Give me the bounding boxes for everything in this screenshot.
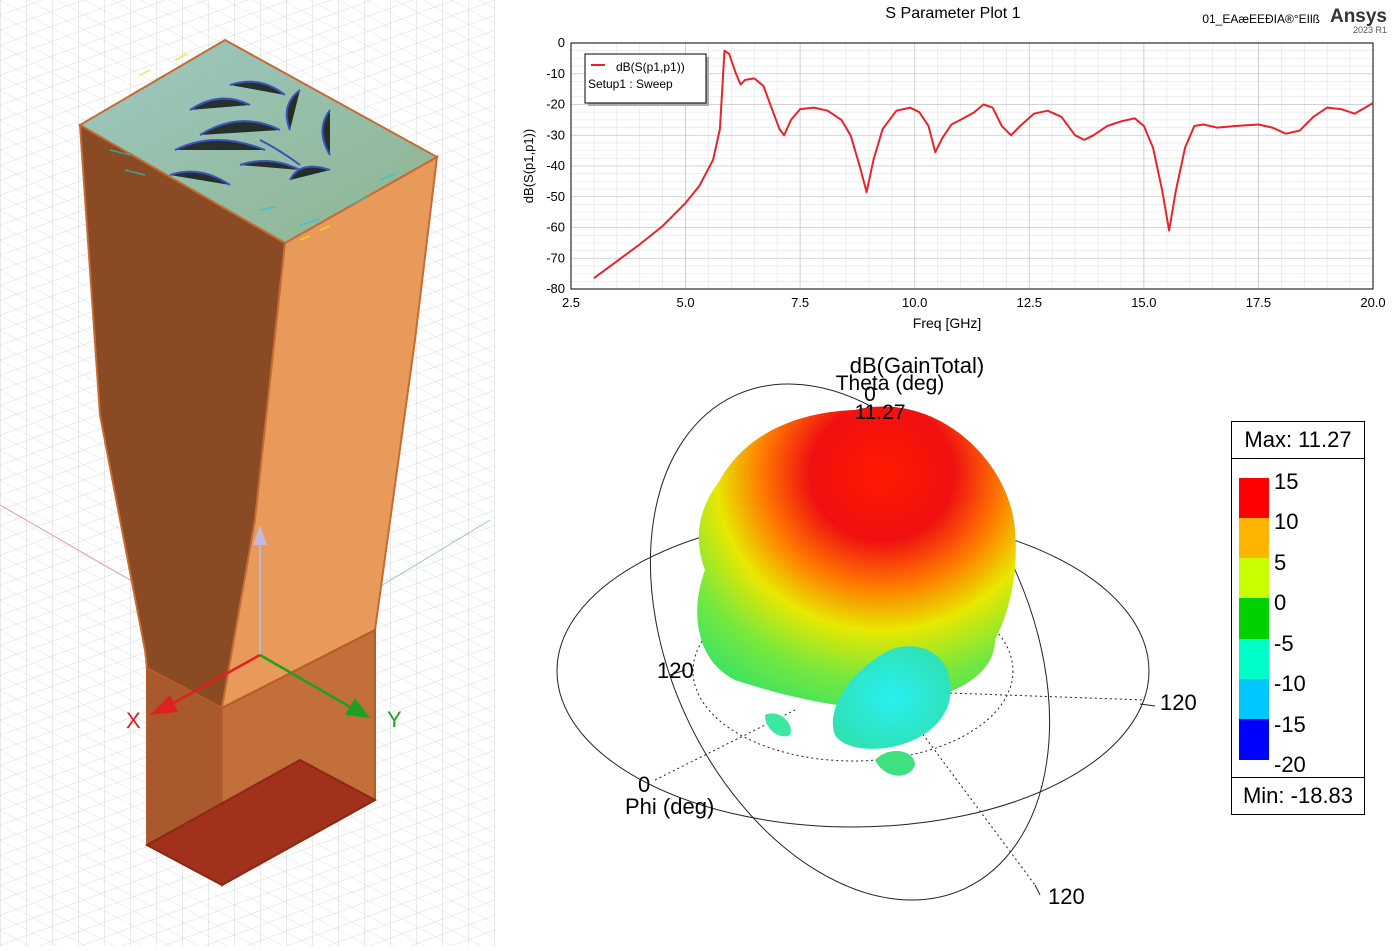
y-axis-label: Y [387,707,402,732]
colorbar-swatch-3 [1239,558,1269,598]
y-axis-arrow [345,698,370,718]
radiation-pattern-view[interactable]: dB(GainTotal) Theta (deg) 0 11.27 120 12… [495,340,1395,946]
colorbar-max: Max: 11.27 [1232,422,1364,459]
waveguide-port-face [144,758,378,887]
ring-ticks [669,669,1156,896]
s-parameter-chart[interactable]: S Parameter Plot 1 01_EAæEEÐIA®°EIlß Ans… [495,0,1395,340]
main-lobe [697,406,1016,709]
y-tick-label: 0 [558,35,565,50]
colorbar-tick: 5 [1274,550,1287,575]
brand-version: 2023 R1 [1353,25,1387,35]
x-axis-title: Freq [GHz] [913,315,981,331]
y-tick-label: -40 [546,158,565,173]
side-lobe [765,713,791,737]
chart-series [593,49,1374,280]
y-tick-label: -70 [546,250,565,265]
colorbar-tick: 15 [1274,469,1299,494]
y-tick-label: -50 [546,189,565,204]
geometry-view[interactable]: X Y [0,0,495,946]
x-tick-label: 2.5 [562,295,580,310]
radiation-pattern-canvas[interactable]: dB(GainTotal) Theta (deg) 0 11.27 120 12… [495,340,1395,946]
phi-zero-label: 0 [638,772,650,797]
back-lobe-lower [875,750,915,776]
x-tick-label: 12.5 [1017,295,1042,310]
x-axis-label: X [126,708,141,733]
x-tick-label: 10.0 [902,295,927,310]
y-tick-label: -60 [546,220,565,235]
horn-antenna[interactable] [78,38,440,887]
colorbar-tick: 10 [1274,509,1299,534]
y-tick-label: -20 [546,97,565,112]
series-line-s11 [593,49,1374,280]
y-tick-label: -30 [546,127,565,142]
x-axis-line [169,653,261,707]
colorbar-swatch-7 [1239,719,1269,760]
colorbar-tick: -15 [1274,712,1306,737]
coordinate-axes: X Y [126,525,402,733]
field-vectors [169,80,331,186]
x-tick-label: 7.5 [791,295,809,310]
field-vectors-strong [139,53,331,241]
ring-label-right: 120 [1160,690,1197,715]
gain-lobe [697,406,1016,776]
y-axis-title: dB(S(p1,p1)) [521,129,536,203]
colorbar-tick: -5 [1274,631,1294,656]
gain-colorbar[interactable]: Max: 11.27 15 10 5 0 -5 -10 -15 -20 Min:… [1231,421,1365,815]
ring-label-left: 120 [657,658,694,683]
colorbar-swatch-5 [1239,639,1269,679]
brand-logo: Ansys [1330,6,1387,27]
geometry-canvas[interactable]: X Y [0,0,495,946]
y-tick-label: -10 [546,66,565,81]
horn-aperture [78,38,440,245]
colorbar-swatch-6 [1239,679,1269,719]
colorbar-tick: -20 [1274,752,1306,777]
colorbar-swatch-4 [1239,598,1269,639]
legend-trace-label: dB(S(p1,p1)) [616,60,685,74]
chart-title: S Parameter Plot 1 [885,5,1020,22]
theta-axis-label: Theta (deg) [836,372,945,395]
legend-setup-label: Setup1 : Sweep [588,77,673,91]
x-tick-label: 17.5 [1246,295,1271,310]
colorbar-min: Min: -18.83 [1232,777,1364,814]
colorbar-swatch-1 [1239,478,1269,518]
phi-axis-label: Phi (deg) [625,794,714,819]
x-axis-arrow [150,695,178,715]
colorbar-tick: 0 [1274,590,1287,615]
file-label: 01_EAæEEÐIA®°EIlß [1202,12,1320,26]
x-tick-label: 5.0 [677,295,695,310]
ring-label-bottom: 120 [1048,884,1085,909]
colorbar-tick: -10 [1274,671,1306,696]
chart-legend[interactable]: dB(S(p1,p1)) Setup1 : Sweep [584,53,709,106]
chart-tick-labels: 0 -10 -20 -30 -40 -50 -60 -70 -802.5 5.0 7.5 10.0 12… [546,35,1385,310]
colorbar-swatch-2 [1239,518,1269,558]
peak-gain-label: 11.27 [855,401,906,424]
pattern-title: dB(GainTotal) [850,353,985,378]
back-lobe [832,646,951,749]
theta-zero-label: 0 [864,383,876,406]
plot-frame [570,42,1374,290]
x-tick-label: 15.0 [1131,295,1156,310]
field-vectors-weak [109,149,396,226]
z-axis-arrow [253,525,267,545]
legend-box [584,53,707,104]
y-axis-line [259,653,353,710]
y-tick-label: -80 [546,281,565,296]
x-tick-label: 20.0 [1360,295,1385,310]
s-parameter-plot[interactable]: S Parameter Plot 1 01_EAæEEÐIA®°EIlß Ans… [495,0,1395,340]
